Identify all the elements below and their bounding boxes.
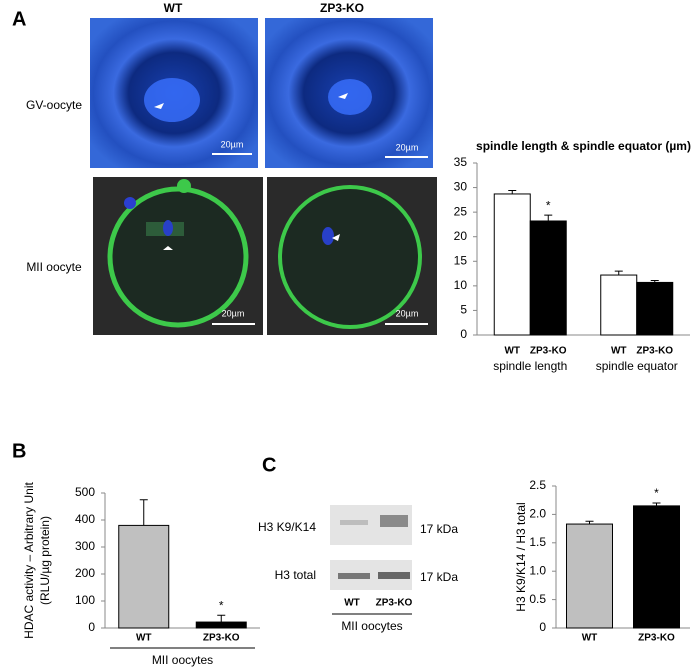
scale-bar-label: 20µm (221, 139, 244, 149)
bar-label: WT (611, 346, 627, 357)
bar-label: ZP3-KO (530, 346, 567, 357)
bar (195, 621, 247, 629)
x-tick-label: WT (136, 633, 152, 644)
significance-mark: * (219, 598, 224, 612)
error-bar (544, 214, 553, 221)
row-label: GV-oocyte (26, 98, 82, 112)
x-tick-label: ZP3-KO (638, 633, 675, 644)
x-tick-label: ZP3-KO (203, 633, 240, 644)
y-tick-label: 15 (454, 253, 468, 267)
gv-image-wt: 20µm (90, 18, 258, 168)
gv-image-ko: 20µm (265, 18, 433, 168)
column-label: WT (164, 1, 183, 15)
bar (600, 274, 638, 336)
y-axis-label: (RLU/µg protein) (38, 516, 52, 605)
y-tick-label: 500 (75, 485, 95, 499)
significance-mark: * (546, 198, 551, 212)
y-tick-label: 0 (539, 620, 546, 634)
x-tick-label: WT (582, 633, 598, 644)
y-tick-label: 0 (460, 327, 467, 341)
y-tick-label: 200 (75, 566, 95, 580)
y-tick-label: 20 (454, 229, 468, 243)
error-bar (139, 499, 148, 526)
western-blot: H3 K9/K14 H3 total 17 kDa 17 kDa WT ZP3-… (258, 505, 458, 633)
y-tick-label: 1.0 (529, 563, 546, 577)
y-tick-label: 2.5 (529, 478, 546, 492)
row-label: MII oocyte (26, 260, 82, 274)
chart-title: spindle length & spindle equator (µm) (476, 139, 691, 153)
y-tick-label: 400 (75, 512, 95, 526)
scale-bar-label: 20µm (396, 308, 419, 318)
y-tick-label: 25 (454, 204, 468, 218)
bar (118, 524, 170, 629)
bar-label: WT (504, 346, 520, 357)
y-tick-label: 35 (454, 155, 468, 169)
error-bar (652, 502, 661, 506)
scale-bar-label: 20µm (222, 308, 245, 318)
kda-label: 17 kDa (420, 522, 458, 536)
y-tick-label: 0 (88, 620, 95, 634)
error-bar (508, 190, 517, 194)
y-tick-label: 10 (454, 278, 468, 292)
bar (493, 193, 531, 336)
y-axis-label: H3 K9/K14 / H3 total (514, 502, 528, 611)
mii-image-wt: 20µm (93, 177, 263, 335)
scale-bar-label: 20µm (396, 142, 419, 152)
error-bar (614, 270, 623, 276)
significance-mark: * (654, 486, 659, 500)
panel-label: C (262, 454, 276, 476)
x-axis-label: MII oocytes (152, 653, 213, 667)
y-tick-label: 1.5 (529, 535, 546, 549)
y-axis-label: HDAC activity – Arbitrary Unit (22, 481, 36, 638)
y-tick-label: 30 (454, 180, 468, 194)
y-tick-label: 5 (460, 303, 467, 317)
x-tick-label: spindle length (493, 359, 567, 373)
lane-label: ZP3-KO (376, 598, 413, 609)
column-label: ZP3-KO (320, 1, 364, 15)
bar (636, 281, 674, 336)
bar-label: ZP3-KO (636, 346, 673, 357)
y-tick-label: 300 (75, 539, 95, 553)
blot-label: H3 K9/K14 (258, 520, 316, 534)
mii-image-ko: 20µm (267, 177, 437, 335)
kda-label: 17 kDa (420, 570, 458, 584)
error-bar (650, 279, 659, 283)
error-bar (217, 614, 226, 623)
y-tick-label: 2.0 (529, 507, 546, 521)
panel-label: A (12, 8, 26, 30)
lane-label: WT (344, 598, 360, 609)
y-tick-label: 0.5 (529, 592, 546, 606)
bar (529, 220, 567, 336)
blot-caption: MII oocytes (341, 619, 402, 633)
bar (566, 523, 613, 629)
bar (633, 505, 680, 629)
y-tick-label: 100 (75, 593, 95, 607)
error-bar (585, 520, 594, 525)
x-tick-label: spindle equator (596, 359, 678, 373)
blot-label: H3 total (275, 568, 316, 582)
panel-label: B (12, 440, 26, 462)
